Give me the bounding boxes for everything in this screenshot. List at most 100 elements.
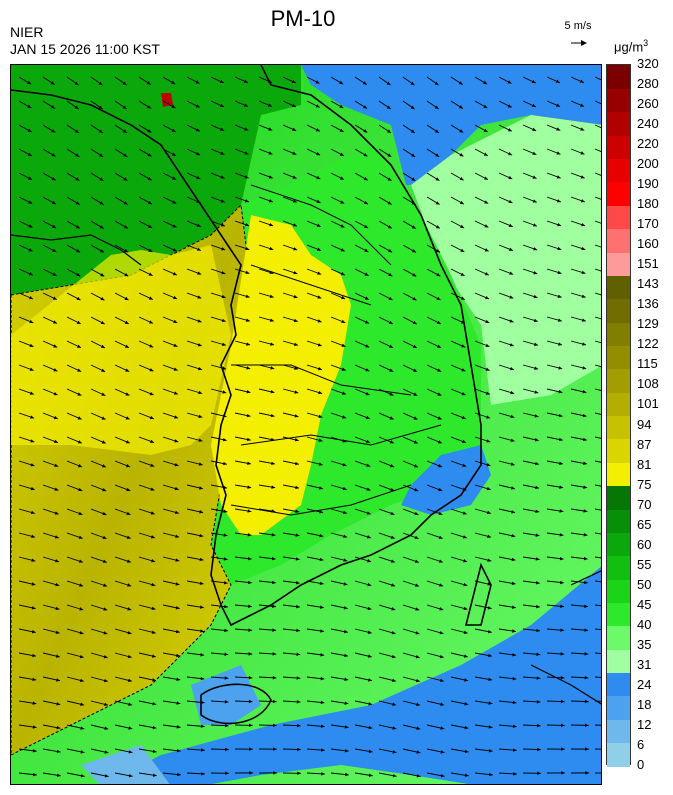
wind-vector-arrow: [234, 124, 249, 131]
wind-vector-arrow: [570, 124, 585, 131]
wind-vector-arrow: [42, 556, 60, 563]
wind-vector-arrow: [66, 460, 83, 468]
wind-vector-arrow: [282, 628, 301, 633]
wind-vector-arrow: [162, 76, 176, 85]
wind-vector-arrow: [42, 628, 60, 634]
wind-vector-arrow: [186, 364, 203, 371]
wind-vector-arrow: [474, 652, 493, 658]
colorbar-tick-label: 170: [637, 216, 659, 232]
colorbar-tick-label: 220: [637, 136, 659, 152]
wind-vector-arrow: [522, 220, 538, 227]
colorbar-tick-label: 180: [637, 196, 659, 212]
wind-vector-arrow: [354, 244, 369, 253]
wind-vector-arrow: [402, 244, 417, 253]
wind-vector-arrow: [330, 364, 346, 371]
wind-vector-arrow: [570, 484, 588, 489]
pm10-map[interactable]: [10, 64, 602, 785]
wind-vector-arrow: [594, 652, 601, 654]
wind-vector-arrow: [498, 124, 513, 132]
wind-vector-arrow: [18, 508, 35, 515]
wind-vector-arrow: [138, 124, 152, 133]
wind-vector-arrow: [18, 172, 33, 181]
wind-vector-arrow: [474, 484, 491, 491]
wind-vector-arrow: [306, 700, 325, 705]
wind-vector-arrow: [186, 700, 205, 705]
wind-vector-arrow: [522, 556, 540, 561]
wind-vector-arrow: [282, 100, 297, 108]
wind-vector-arrow: [18, 460, 35, 467]
wind-vector-arrow: [402, 772, 421, 778]
colorbar-tick-label: 45: [637, 596, 652, 612]
wind-vector-arrow: [594, 412, 601, 415]
wind-vector-arrow: [114, 220, 129, 229]
wind-vector-arrow: [90, 460, 107, 468]
wind-vector-arrow: [162, 724, 181, 729]
wind-vector-arrow: [114, 604, 132, 611]
wind-vector-arrow: [306, 484, 323, 490]
wind-vector-arrow: [162, 532, 180, 538]
wind-vector-arrow: [522, 484, 540, 490]
colorbar-segment: [607, 275, 630, 300]
colorbar-tick-label: 35: [637, 636, 652, 652]
wind-vector-arrow: [90, 676, 108, 683]
wind-vector-arrow: [402, 652, 420, 659]
colorbar-tick-label: 240: [637, 116, 659, 132]
wind-vector-arrow: [354, 772, 373, 777]
wind-vector-arrow: [234, 364, 251, 370]
field-blue-patch-jeju: [191, 665, 261, 725]
wind-vector-arrow: [546, 244, 562, 251]
field-blue-patch-east: [401, 445, 491, 515]
wind-vector-arrow: [114, 148, 128, 158]
colorbar-tick-label: 87: [637, 436, 652, 452]
colorbar-tick-label: 12: [637, 716, 652, 732]
wind-vector-arrow: [42, 364, 58, 372]
wind-vector-arrow: [138, 772, 157, 777]
wind-vector-arrow: [498, 148, 513, 156]
wind-vector-arrow: [42, 244, 57, 253]
wind-vector-arrow: [594, 556, 601, 559]
wind-vector-arrow: [594, 100, 601, 105]
wind-vector-arrow: [210, 364, 227, 370]
concentration-unit: μg/m3: [614, 38, 648, 54]
wind-vector-arrow: [90, 508, 107, 516]
wind-vector-arrow: [474, 628, 492, 634]
wind-vector-arrow: [402, 484, 419, 492]
wind-vector-arrow: [570, 220, 586, 227]
wind-vector-arrow: [522, 676, 541, 680]
wind-vector-arrow: [330, 652, 349, 658]
wind-vector-arrow: [426, 364, 442, 373]
wind-reference-arrow-icon: [571, 40, 587, 46]
wind-vector-arrow: [522, 412, 539, 418]
wind-vector-arrow: [234, 148, 249, 155]
colorbar-tick-label: 40: [637, 616, 652, 632]
wind-vector-arrow: [234, 652, 253, 656]
wind-vector-arrow: [570, 364, 587, 370]
wind-vector-arrow: [186, 412, 203, 419]
wind-vector-arrow: [594, 532, 601, 535]
colorbar-tick-label: 101: [637, 396, 659, 412]
wind-vector-arrow: [474, 148, 488, 157]
wind-vector-arrow: [354, 388, 370, 396]
wind-vector-arrow: [402, 364, 418, 373]
wind-vector-arrow: [90, 292, 105, 301]
wind-vector-arrow: [378, 580, 396, 587]
wind-vector-arrow: [330, 700, 349, 705]
wind-vector-arrow: [90, 724, 109, 730]
wind-vector-arrow: [258, 388, 275, 394]
wind-vector-arrow: [18, 484, 35, 491]
colorbar-tick-label: 190: [637, 176, 659, 192]
wind-vector-arrow: [18, 652, 37, 658]
wind-vector-arrow: [546, 652, 565, 656]
wind-vector-arrow: [522, 268, 538, 275]
wind-vector-arrow: [306, 388, 323, 395]
colorbar-segment: [607, 368, 630, 393]
wind-vector-arrow: [450, 772, 469, 777]
wind-vector-arrow: [354, 316, 370, 324]
wind-vector-arrow: [210, 628, 229, 633]
colorbar-tick-label: 94: [637, 416, 652, 432]
wind-vector-arrow: [426, 388, 442, 396]
wind-vector-arrow: [354, 724, 373, 730]
wind-vector-arrow: [546, 268, 562, 275]
wind-vector-arrow: [162, 556, 180, 562]
wind-vector-arrow: [378, 340, 394, 349]
